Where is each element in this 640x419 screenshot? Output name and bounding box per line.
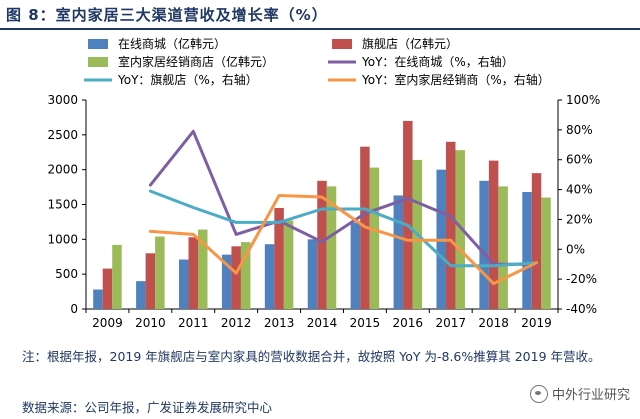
- wechat-icon: [529, 384, 548, 403]
- line-series-5: [148, 194, 538, 286]
- x-tick-label: 2011: [178, 316, 209, 330]
- left-tick-label: 1500: [47, 198, 78, 212]
- data-source: 数据来源：公司年报，广发证券发展研究中心: [22, 400, 273, 415]
- bar-2017-1: [445, 141, 456, 309]
- right-tick-label: 0%: [566, 242, 585, 256]
- right-tick-label: 60%: [566, 153, 593, 167]
- bar-2009-0: [93, 289, 103, 309]
- bar-2019-0: [522, 191, 532, 309]
- right-tick-label: 80%: [566, 123, 593, 137]
- x-tick-label: 2012: [221, 316, 252, 330]
- left-tick-label: 2500: [47, 128, 78, 142]
- legend-label-1: 旗舰店（亿韩元）: [362, 36, 458, 51]
- bar-2009-1: [102, 268, 113, 309]
- bar-2015-2: [369, 167, 380, 309]
- x-tick-label: 2014: [307, 316, 338, 330]
- left-tick-label: 3000: [47, 93, 78, 107]
- x-tick-label: 2009: [92, 316, 123, 330]
- legend-label-4: YoY：旗舰店（%，右轴）: [117, 72, 258, 87]
- x-tick-label: 2015: [350, 316, 381, 330]
- footnote: 注：根据年报，2019 年旗舰店与室内家具的营收数据合并，故按照 YoY 为-8…: [22, 349, 601, 364]
- bar-2016-0: [393, 195, 404, 309]
- bar-2019-1: [531, 173, 542, 309]
- bar-2014-2: [326, 186, 337, 309]
- bar-2012-2: [240, 242, 251, 309]
- bar-2014-1: [317, 180, 327, 309]
- x-tick-label: 2018: [478, 316, 509, 330]
- axes: 0 500 1000 1500 2000 2500 3000 -40% -20% 0% 20% 40%…: [47, 93, 600, 330]
- line-series-3: [148, 129, 538, 266]
- legend-swatch-0: [88, 39, 108, 49]
- x-tick-label: 2017: [435, 316, 466, 330]
- x-tick-label: 2010: [135, 316, 166, 330]
- bar-2018-0: [479, 180, 489, 309]
- bar-2018-2: [498, 186, 508, 309]
- legend-swatch-2: [88, 57, 108, 67]
- watermark: 中外行业研究: [529, 384, 630, 403]
- x-tick-label: 2016: [393, 316, 424, 330]
- bar-2010-2: [155, 236, 165, 309]
- right-tick-label: -40%: [566, 302, 597, 316]
- line-series-4: [148, 189, 538, 268]
- bar-2013-1: [274, 207, 284, 309]
- right-tick-label: -20%: [566, 272, 597, 286]
- legend-label-2: 室内家居经销商店（亿韩元）: [118, 54, 274, 69]
- right-tick-label: 40%: [566, 183, 593, 197]
- bar-2016-1: [403, 120, 413, 310]
- bar-2012-0: [221, 254, 232, 309]
- bar-2013-2: [283, 220, 294, 309]
- bar-2011-0: [179, 259, 189, 309]
- bar-2014-0: [307, 239, 318, 309]
- lines: [148, 129, 538, 286]
- chart-title: 图 8：室内家居三大渠道营收及增长率（%）: [6, 6, 328, 24]
- bar-2017-2: [455, 150, 465, 309]
- bar-2015-0: [350, 222, 361, 309]
- bar-2010-0: [136, 281, 146, 309]
- bar-2012-1: [231, 246, 241, 309]
- legend: 在线商城（亿韩元） 旗舰店（亿韩元） 室内家居经销商店（亿韩元） YoY：在线商城（%…: [84, 36, 550, 87]
- chart: 在线商城（亿韩元） 旗舰店（亿韩元） 室内家居经销商店（亿韩元） YoY：在线商城（%…: [47, 36, 600, 330]
- bar-2013-0: [264, 244, 275, 309]
- x-tick-label: 2013: [264, 316, 295, 330]
- x-tick-label: 2019: [521, 316, 552, 330]
- bar-2009-2: [112, 244, 122, 309]
- legend-label-3: YoY：在线商城（%，右轴）: [361, 54, 514, 69]
- legend-swatch-1: [332, 39, 352, 49]
- right-tick-label: 20%: [566, 212, 593, 226]
- right-tick-label: 100%: [566, 93, 600, 107]
- legend-label-0: 在线商城（亿韩元）: [118, 36, 226, 51]
- left-tick-label: 0: [70, 302, 78, 316]
- bar-2011-2: [198, 229, 208, 309]
- bar-2010-1: [145, 253, 156, 309]
- bars: [93, 120, 551, 310]
- left-tick-label: 500: [55, 267, 78, 281]
- legend-label-5: YoY：室内家居经销商（%，右轴）: [361, 72, 550, 87]
- bar-2019-2: [541, 197, 551, 309]
- bar-2018-1: [488, 160, 499, 309]
- title-bar: 图 8：室内家居三大渠道营收及增长率（%）: [0, 0, 640, 30]
- left-tick-label: 1000: [47, 232, 78, 246]
- watermark-text: 中外行业研究: [551, 388, 630, 403]
- bar-2011-1: [188, 237, 199, 309]
- left-tick-label: 2000: [47, 163, 78, 177]
